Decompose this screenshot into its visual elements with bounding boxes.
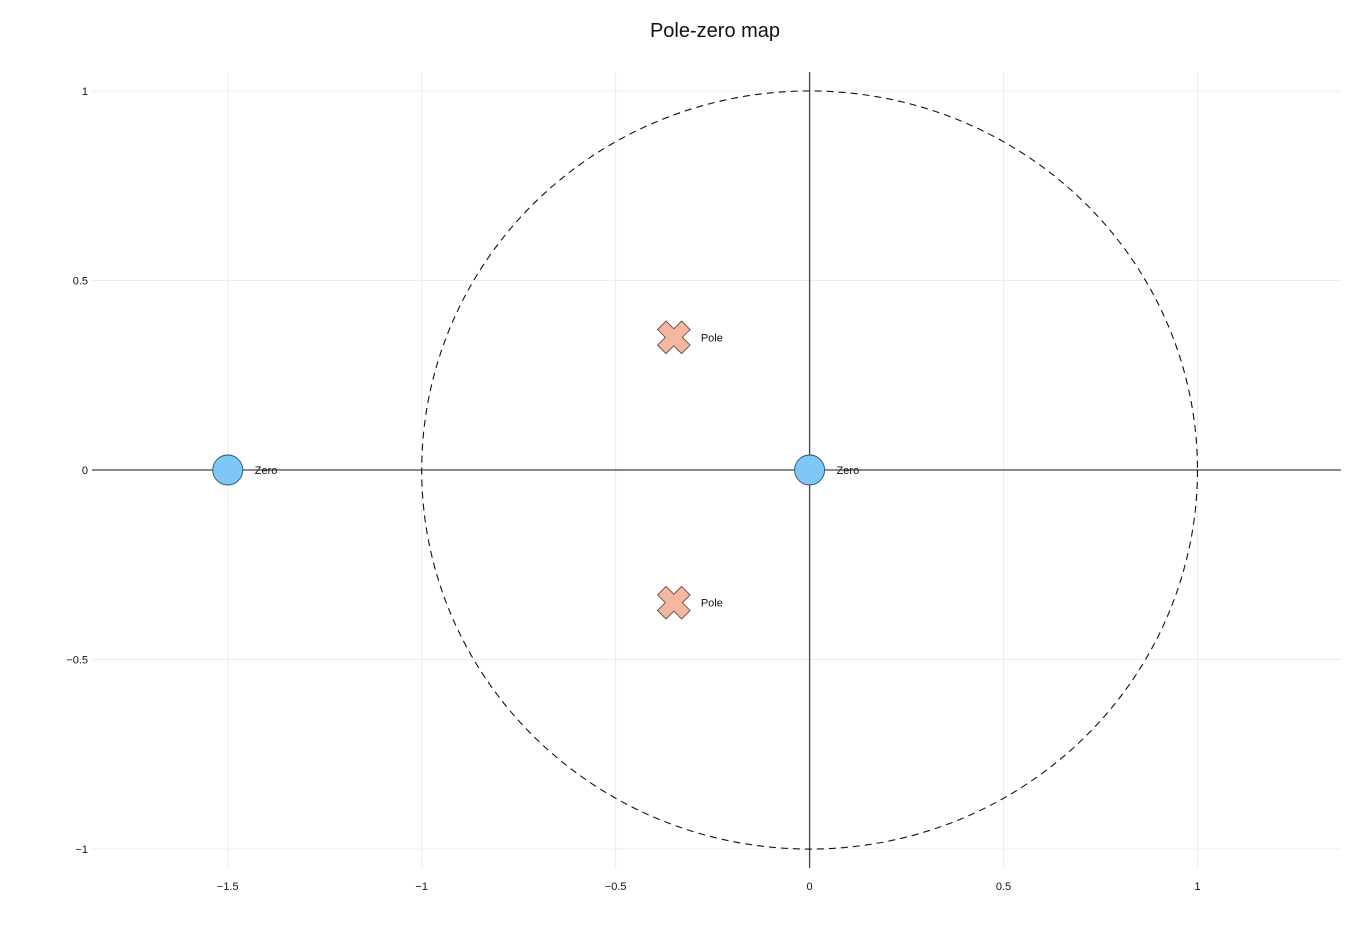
x-tick-label: 0.5 [996,881,1011,893]
x-tick-label: 0 [807,881,813,893]
pole-marker [656,320,691,355]
zero-marker [794,454,826,486]
axes [92,72,1341,868]
chart-title: Pole-zero map [649,20,781,42]
x-tick-label: −1 [415,881,428,893]
unit-circle [421,90,1199,850]
pole-marker [656,585,691,620]
x-tick-label: 1 [1194,881,1200,893]
zero-label: Zero [255,465,278,477]
x-tick-label: −0.5 [605,881,627,893]
zero-label: Zero [837,465,860,477]
zero-marker [212,454,244,486]
data-marks: Zero Zero Pole Pole [212,320,860,620]
y-tick-label: −0.5 [66,655,88,667]
y-tick-label: 1 [82,86,88,98]
unit-circle-layer [421,90,1199,850]
tick-labels: −1.5 −1 −0.5 0 0.5 1 −1 −0.5 0 0.5 1 [66,86,1200,893]
pole-label: Pole [701,598,723,610]
y-tick-label: −1 [75,844,88,856]
y-tick-label: 0 [82,465,88,477]
x-tick-label: −1.5 [217,881,239,893]
y-tick-label: 0.5 [73,275,88,287]
pole-label: Pole [701,332,723,344]
